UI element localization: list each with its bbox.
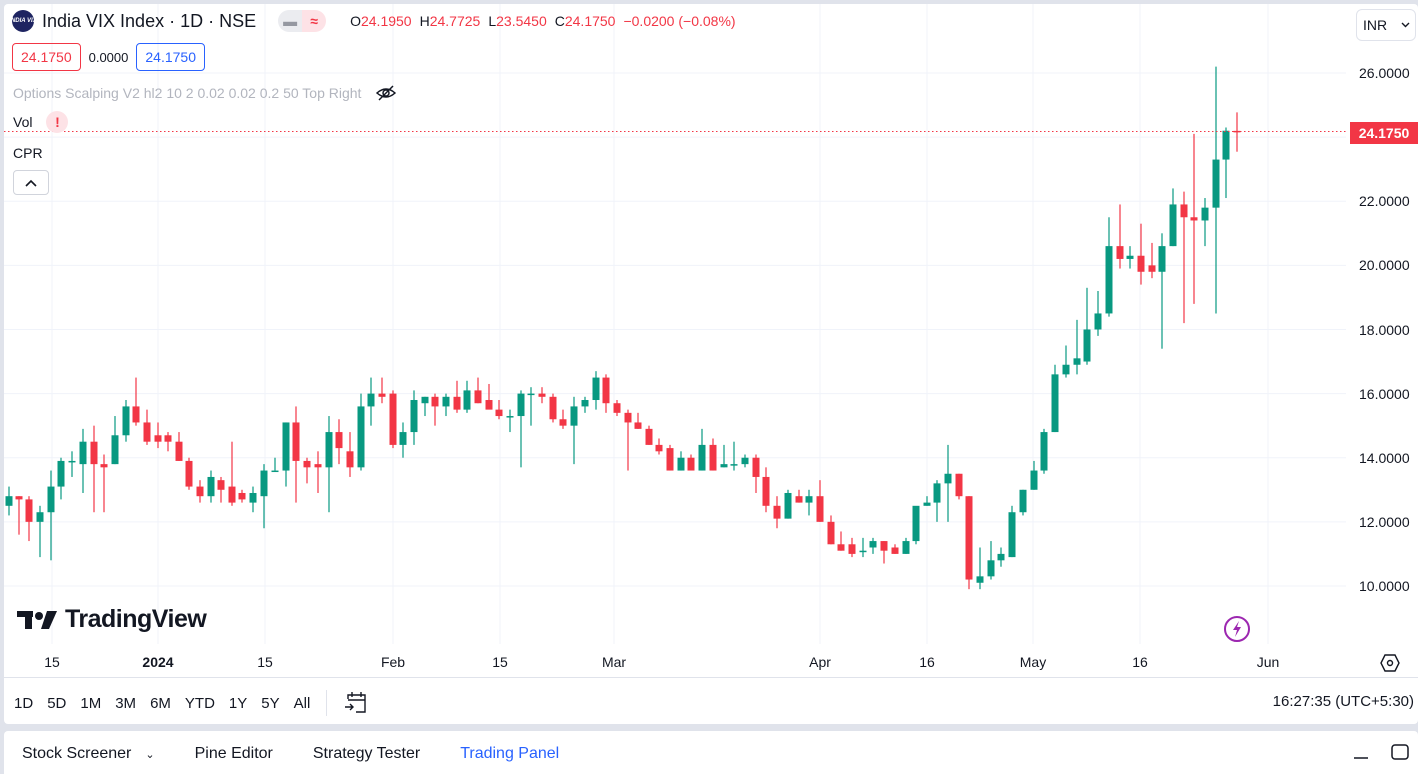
- time-label: 15: [492, 654, 508, 670]
- range-1d[interactable]: 1D: [14, 694, 34, 712]
- price-label: 18.0000: [1359, 322, 1410, 338]
- cpr-label: CPR: [13, 145, 43, 161]
- chart-panel[interactable]: INDIA VIX India VIX Index · 1D · NSE ▬ ≈…: [4, 4, 1418, 724]
- eye-hidden-icon[interactable]: [375, 84, 397, 102]
- panel-window-controls: [1352, 743, 1410, 761]
- price-label: 26.0000: [1359, 65, 1410, 81]
- chevron-down-icon[interactable]: ⌄: [145, 749, 155, 761]
- close-label: C: [554, 13, 565, 29]
- tab-strategy-tester[interactable]: Strategy Tester: [312, 745, 421, 762]
- last-price-badge: 24.1750: [1350, 122, 1418, 144]
- price-label: 22.0000: [1359, 193, 1410, 209]
- vol-label: Vol: [13, 114, 33, 130]
- divider: [4, 677, 1418, 678]
- market-closed-icon: ▬: [278, 10, 303, 32]
- time-label: May: [1019, 654, 1047, 670]
- go-to-date-icon[interactable]: [343, 691, 369, 715]
- range-5d[interactable]: 5D: [47, 694, 67, 712]
- time-label: 15: [257, 654, 273, 670]
- indicator-vol[interactable]: Vol !: [13, 111, 69, 133]
- open-value: 24.1950: [360, 13, 412, 29]
- minimize-panel-icon[interactable]: [1352, 743, 1370, 761]
- range-3m[interactable]: 3M: [115, 694, 137, 712]
- delayed-data-icon: ≈: [302, 10, 327, 32]
- symbol-title[interactable]: India VIX Index · 1D · NSE: [42, 10, 257, 31]
- currency-value: INR: [1363, 17, 1388, 33]
- chevron-down-icon: [1401, 22, 1410, 28]
- range-6m[interactable]: 6M: [150, 694, 171, 712]
- range-1m[interactable]: 1M: [80, 694, 102, 712]
- clock-timezone[interactable]: 16:27:35 (UTC+5:30): [1272, 693, 1414, 710]
- status-pill[interactable]: ▬ ≈: [278, 10, 327, 32]
- lightning-event-icon[interactable]: [1223, 615, 1251, 643]
- time-label: Jun: [1256, 654, 1280, 670]
- high-label: H: [419, 13, 430, 29]
- tab-label: Stock Screener: [22, 745, 132, 762]
- divider: [326, 690, 328, 716]
- collapse-legend-button[interactable]: [13, 170, 49, 195]
- ohlc-values: O24.1950 H24.7725 L23.5450 C24.1750 −0.0…: [350, 13, 735, 29]
- candlestick-plot[interactable]: [4, 4, 1418, 676]
- tab-pine-editor[interactable]: Pine Editor: [194, 745, 273, 762]
- sell-price-button[interactable]: 24.1750: [12, 43, 81, 71]
- time-label: Feb: [380, 654, 406, 670]
- indicator-options-scalping[interactable]: Options Scalping V2 hl2 10 2 0.02 0.02 0…: [13, 84, 397, 102]
- bottom-panel: Stock Screener ⌄ Pine Editor Strategy Tes…: [4, 731, 1418, 774]
- bid-ask-row: 24.1750 0.0000 24.1750: [12, 43, 205, 71]
- tab-trading-panel[interactable]: Trading Panel: [460, 745, 560, 762]
- range-ytd[interactable]: YTD: [184, 694, 215, 712]
- price-label: 10.0000: [1359, 578, 1410, 594]
- currency-select[interactable]: INR: [1356, 9, 1416, 41]
- price-label: 12.0000: [1359, 514, 1410, 530]
- open-label: O: [350, 13, 361, 29]
- bottom-tabs: Stock Screener ⌄ Pine Editor Strategy Tes…: [22, 745, 559, 763]
- indicator-cpr[interactable]: CPR: [13, 145, 43, 161]
- price-label: 20.0000: [1359, 257, 1410, 273]
- buy-price-button[interactable]: 24.1750: [136, 43, 205, 71]
- price-label: 14.0000: [1359, 450, 1410, 466]
- time-label: Mar: [601, 654, 627, 670]
- low-value: 23.5450: [496, 13, 547, 29]
- time-label: 16: [1132, 654, 1148, 670]
- maximize-panel-icon[interactable]: [1390, 743, 1410, 761]
- range-all[interactable]: All: [293, 694, 311, 712]
- india-vix-logo-icon: INDIA VIX: [9, 10, 37, 32]
- time-label: Apr: [809, 654, 831, 670]
- symbol-legend: INDIA VIX India VIX Index · 1D · NSE ▬ ≈…: [9, 10, 736, 32]
- date-range-bar: 1D 5D 1M 3M 6M YTD 1Y 5Y All: [14, 690, 369, 716]
- high-value: 24.7725: [429, 13, 481, 29]
- tradingview-mark-icon: [17, 610, 57, 629]
- chart-settings-icon[interactable]: [1380, 654, 1400, 672]
- tradingview-logo[interactable]: TradingView: [17, 605, 207, 634]
- spread-value: 0.0000: [88, 49, 129, 65]
- indicator-label: Options Scalping V2 hl2 10 2 0.02 0.02 0…: [13, 85, 362, 101]
- range-1y[interactable]: 1Y: [228, 694, 248, 712]
- tab-stock-screener[interactable]: Stock Screener ⌄: [22, 745, 155, 763]
- change-value: −0.0200 (−0.08%): [623, 13, 736, 29]
- tradingview-wordmark: TradingView: [65, 605, 207, 633]
- close-value: 24.1750: [564, 13, 616, 29]
- time-label: 16: [919, 654, 935, 670]
- time-label: 2024: [142, 654, 174, 670]
- range-5y[interactable]: 5Y: [261, 694, 280, 712]
- warning-icon[interactable]: !: [46, 111, 69, 133]
- chevron-up-icon: [25, 179, 37, 187]
- price-label: 16.0000: [1359, 386, 1410, 402]
- time-label: 15: [44, 654, 60, 670]
- low-label: L: [488, 13, 497, 29]
